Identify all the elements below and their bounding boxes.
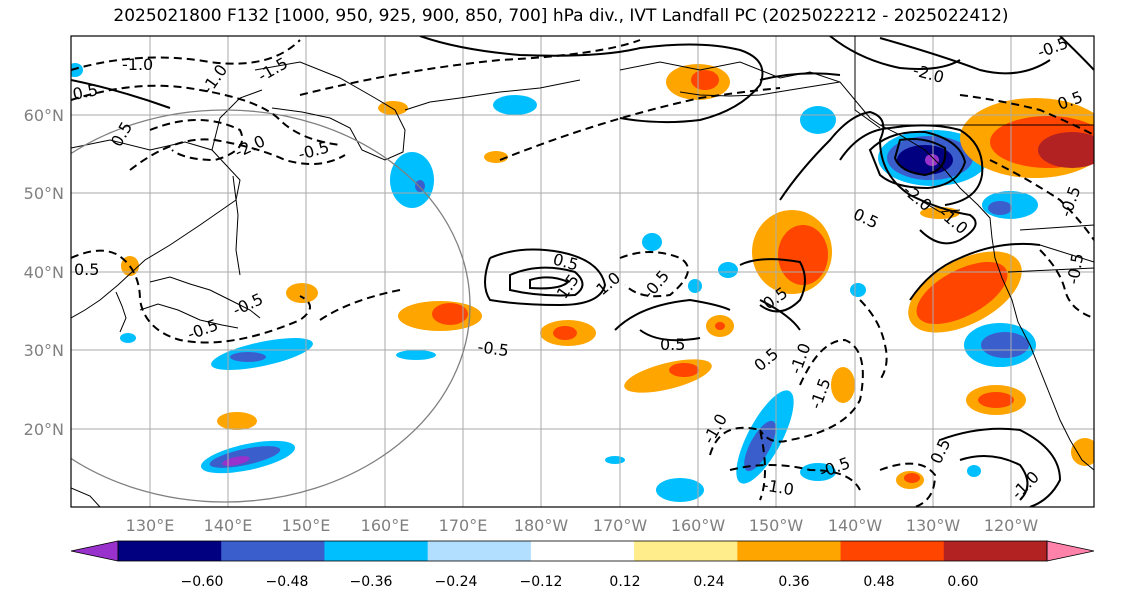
latitude-labels: 60°N 50°N 40°N 30°N 20°N — [24, 106, 64, 439]
lon-label: 170°W — [593, 516, 648, 535]
lon-label: 130°E — [126, 516, 175, 535]
colorbar-segment — [634, 541, 738, 561]
colorbar-segment — [943, 541, 1048, 561]
colorbar-outline — [117, 540, 1048, 562]
lon-label: 180°W — [514, 516, 569, 535]
colorbar-segments — [70, 540, 1095, 562]
lon-label: 150°W — [749, 516, 804, 535]
contour-label: 0.5 — [71, 80, 100, 104]
contour-label: 0.5 — [74, 260, 99, 279]
lat-label: 60°N — [24, 106, 64, 125]
colorbar-tick-label: 0.12 — [609, 574, 640, 590]
colorbar-tick-label: −0.36 — [350, 574, 393, 590]
coastlines — [71, 36, 1094, 507]
map-title: 2025021800 F132 [1000, 950, 925, 900, 85… — [113, 6, 1009, 26]
divergence-contours — [71, 36, 1094, 507]
contour-label: 0.5 — [660, 335, 685, 354]
lon-label: 160°E — [361, 516, 410, 535]
colorbar-tick-label: 0.48 — [863, 574, 894, 590]
lat-label: 30°N — [24, 341, 64, 360]
colorbar-tick-label: −0.24 — [435, 574, 478, 590]
colorbar-tick-label: 0.36 — [778, 574, 809, 590]
lon-label: 140°W — [828, 516, 883, 535]
colorbar: −0.60 −0.48 −0.36 −0.24 −0.12 0.12 0.24 … — [70, 540, 1095, 590]
colorbar-tick-labels: −0.60 −0.48 −0.36 −0.24 −0.12 0.12 0.24 … — [181, 574, 979, 590]
lat-label: 20°N — [24, 420, 64, 439]
contour-label: -1.0 — [122, 55, 153, 74]
colorbar-tick-label: −0.12 — [520, 574, 563, 590]
lat-label: 50°N — [24, 184, 64, 203]
map-plot-area: -1.0 0.5 -1.0 -1.5 0.5 -2.0 -0.5 0.5 -0.… — [71, 36, 1094, 507]
range-circle — [71, 109, 471, 503]
colorbar-segment — [118, 541, 222, 561]
map-frame — [70, 35, 1095, 508]
colorbar-segment — [221, 541, 325, 561]
lon-label: 170°E — [439, 516, 488, 535]
lon-label: 150°E — [282, 516, 331, 535]
colorbar-tick-label: 0.60 — [947, 574, 978, 590]
colorbar-extend-low — [70, 540, 119, 562]
colorbar-segment — [737, 541, 842, 561]
lon-label: 130°W — [906, 516, 961, 535]
longitude-labels: 130°E 140°E 150°E 160°E 170°E 180°W 170°… — [126, 516, 1039, 535]
lat-label: 40°N — [24, 263, 64, 282]
colorbar-tick-label: 0.24 — [693, 574, 724, 590]
colorbar-tick-label: −0.60 — [181, 574, 224, 590]
lon-label: 120°W — [984, 516, 1039, 535]
colorbar-tick-label: −0.48 — [266, 574, 309, 590]
gridlines — [71, 36, 1094, 507]
contour-label: -0.5 — [476, 337, 510, 360]
colorbar-segment — [427, 541, 532, 561]
lon-label: 160°W — [671, 516, 726, 535]
colorbar-segment — [840, 541, 945, 561]
colorbar-extend-high — [1046, 540, 1095, 562]
colorbar-segment — [324, 541, 429, 561]
lon-label: 140°E — [204, 516, 253, 535]
colorbar-segment — [530, 541, 635, 561]
